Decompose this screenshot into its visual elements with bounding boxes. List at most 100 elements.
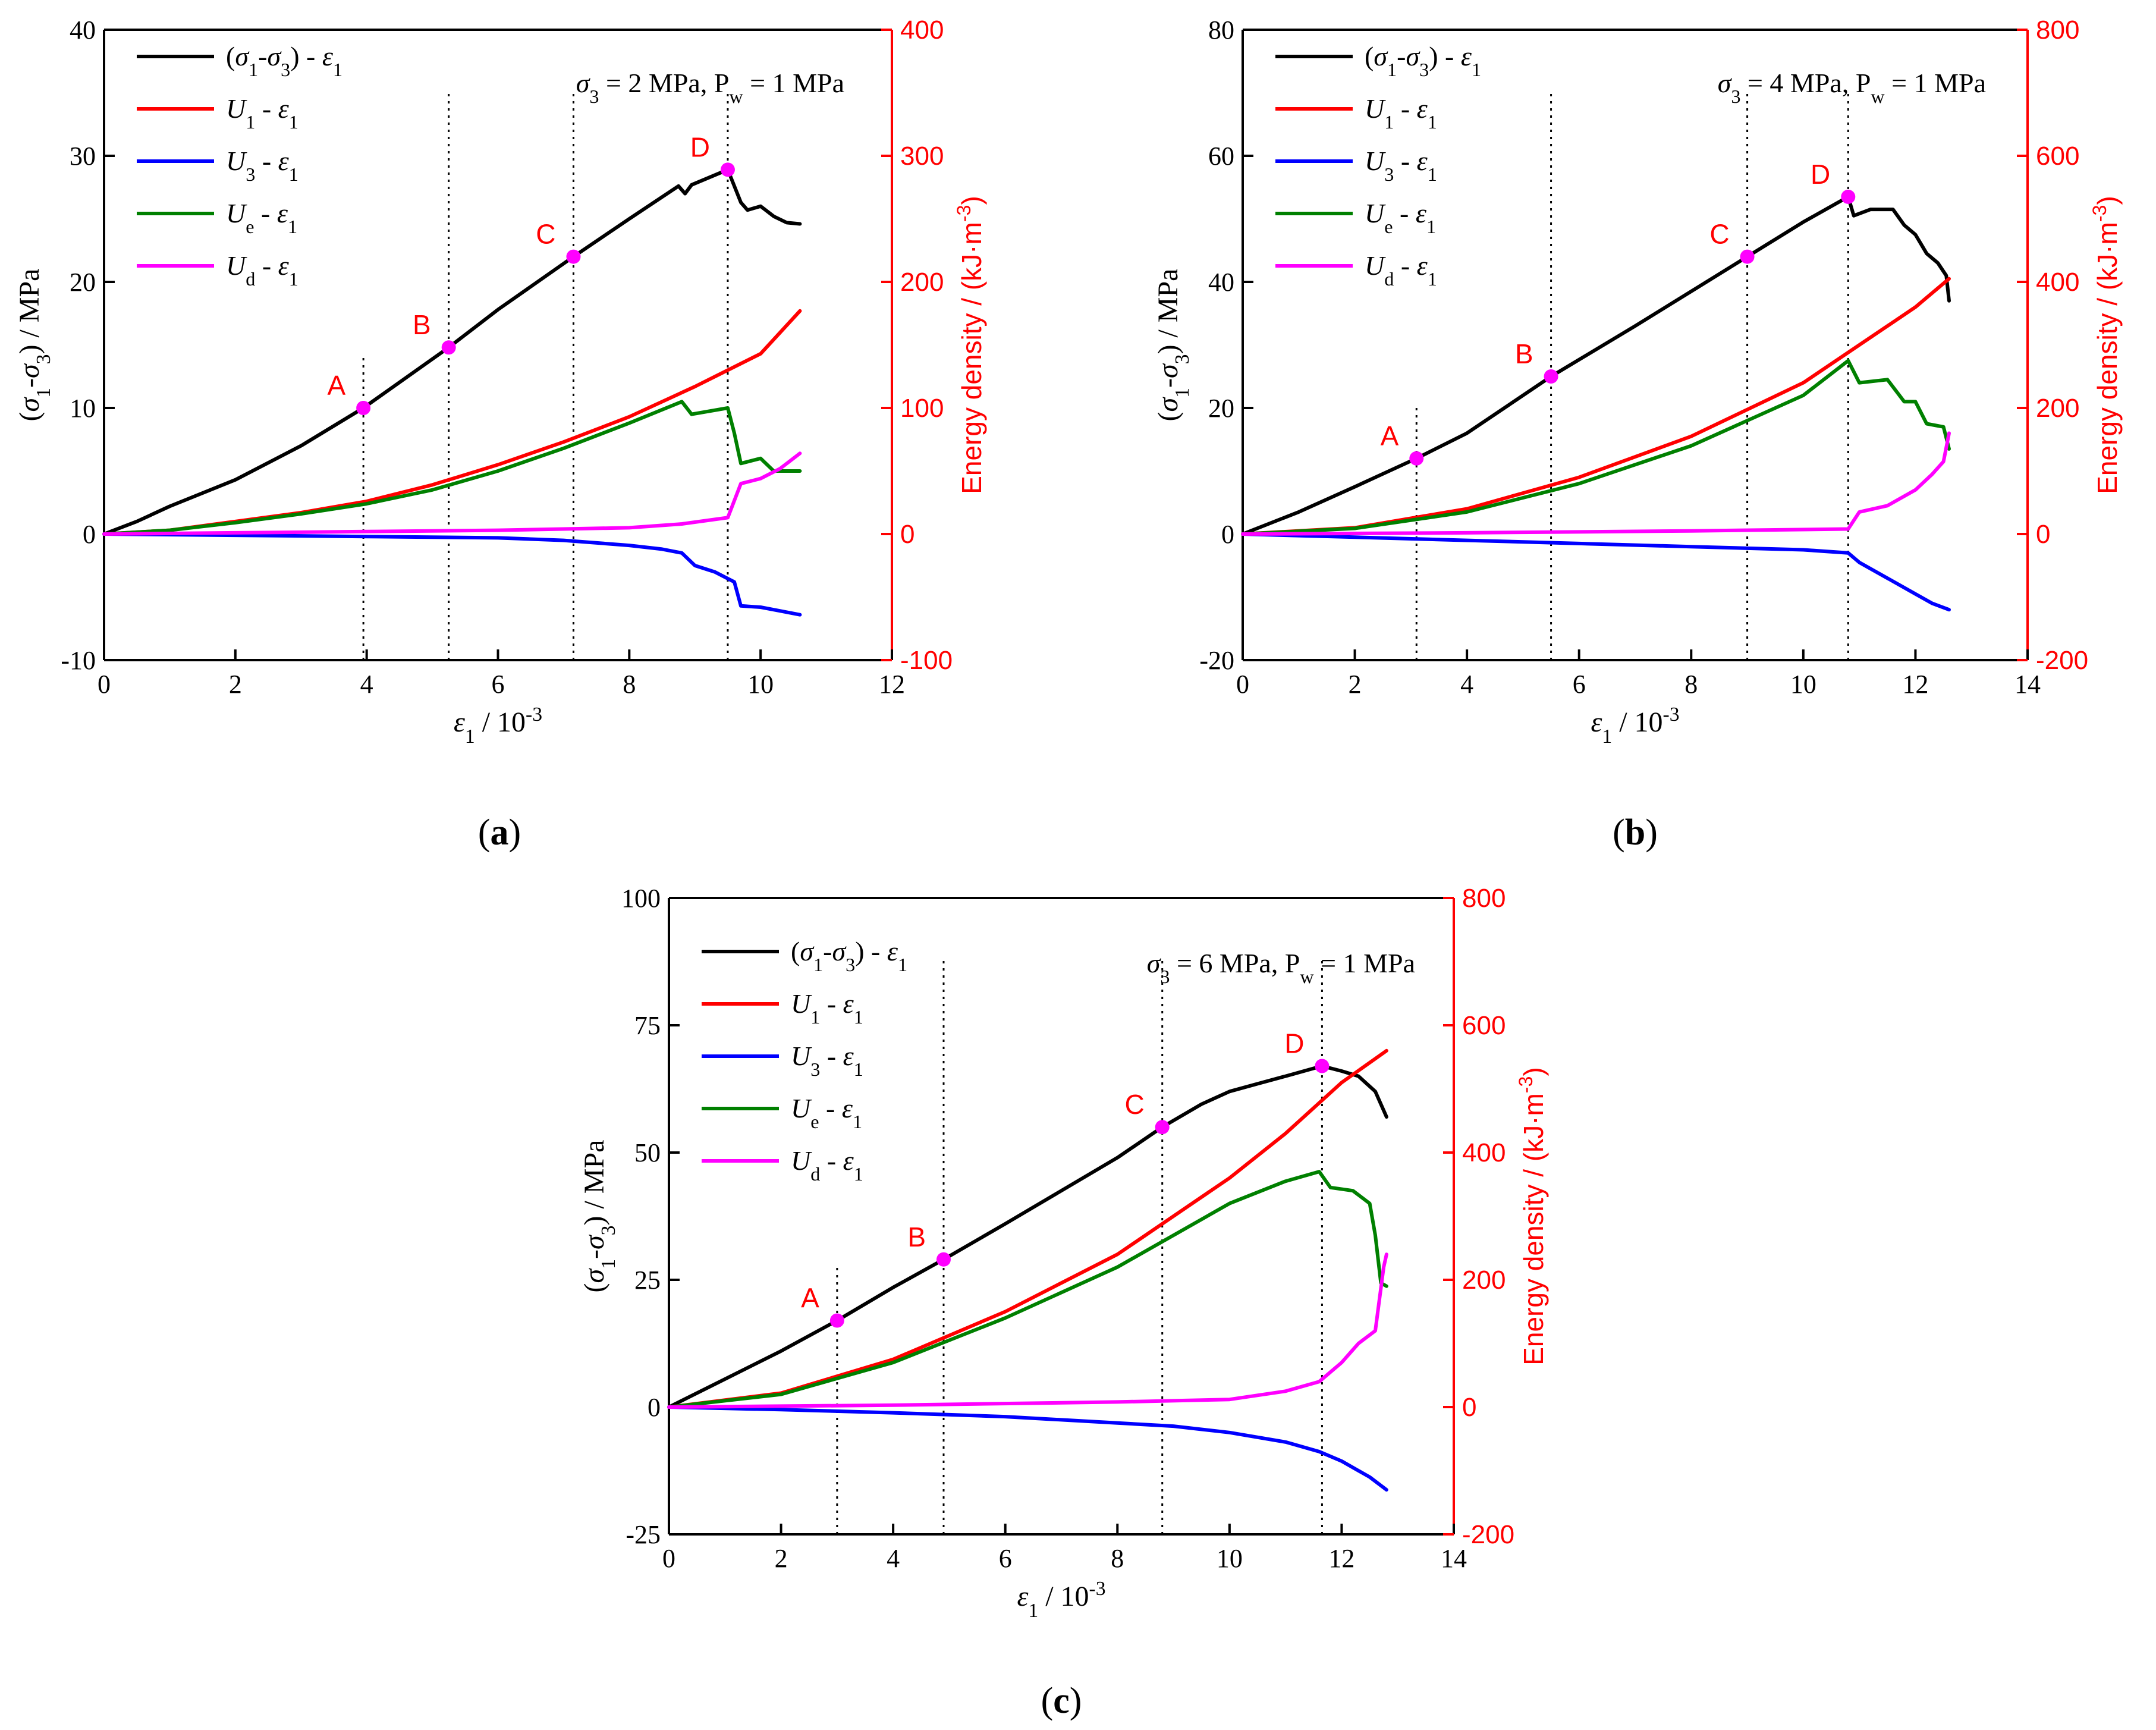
y-tick-label: 0	[83, 520, 96, 549]
y2-tick-label: -200	[2036, 646, 2088, 675]
marker-point-b	[1544, 369, 1558, 384]
y-axis-title-right: Energy density / (kJ·m-3)	[1515, 1067, 1549, 1365]
y-tick-label: 60	[1208, 142, 1234, 171]
y2-tick-label: 200	[1462, 1266, 1506, 1295]
legend-label-U1: U1 - ε1	[1365, 93, 1437, 133]
x-tick-label: 4	[887, 1544, 900, 1573]
y-tick-label: 25	[634, 1266, 661, 1295]
chart-panel-b: 0 2 4 6 8 10 12 14-20020406080-2000200400600800…	[1152, 15, 2123, 853]
y-tick-label: 0	[1221, 520, 1234, 549]
y2-tick-label: 200	[2036, 394, 2079, 423]
x-tick-label: 2	[229, 670, 242, 699]
legend-label-U1: U1 - ε1	[226, 93, 298, 133]
panel-label: (a)	[478, 812, 521, 853]
series-Ue-line	[1241, 359, 1951, 536]
y2-tick-label: 600	[1462, 1011, 1506, 1040]
marker-point-a	[1409, 451, 1424, 466]
x-tick-label: 12	[879, 670, 905, 699]
y-tick-label: 40	[1208, 268, 1234, 297]
y-axis-title-left: (σ1-σ3) / MPa	[14, 269, 55, 422]
series-Ud-line	[667, 1252, 1388, 1409]
y-tick-label: 100	[621, 884, 661, 913]
x-tick-label: 12	[1328, 1544, 1354, 1573]
y-tick-label: 75	[634, 1011, 661, 1040]
x-tick-label: 0	[98, 670, 111, 699]
marker-label-c: C	[1709, 219, 1729, 250]
marker-point-b	[936, 1252, 951, 1267]
y-tick-label: 10	[70, 394, 96, 423]
y-tick-label: 80	[1208, 15, 1234, 45]
chart-panel-a: 0 2 4 6 8 10 12-10010203040-1000100200300400ε1…	[14, 15, 987, 853]
legend-label-Ud: Ud - ε1	[1365, 250, 1437, 290]
y-axis-title-left: (σ1-σ3) / MPa	[579, 1140, 620, 1293]
marker-label-b: B	[1515, 338, 1533, 369]
marker-point-c	[566, 249, 581, 264]
y2-tick-label: 400	[900, 15, 944, 45]
marker-label-b: B	[907, 1222, 926, 1252]
legend-label-U3: U3 - ε1	[226, 146, 298, 185]
legend-label-stress: (σ1-σ3) - ε1	[1365, 41, 1481, 80]
legend: (σ1-σ3) - ε1 U1 - ε1 U3 - ε1 Ue - ε1 Ud - ε1	[702, 936, 907, 1185]
series-Ue-line	[102, 400, 802, 536]
x-tick-label: 4	[1460, 670, 1473, 699]
marker-point-a	[356, 401, 371, 415]
x-tick-label: 14	[1441, 1544, 1467, 1573]
marker-point-d	[720, 162, 735, 177]
legend-label-stress: (σ1-σ3) - ε1	[791, 936, 907, 975]
x-tick-label: 0	[1236, 670, 1249, 699]
x-axis-title: ε1 / 10-3	[1591, 704, 1679, 748]
series-U1-line	[1241, 277, 1951, 536]
y-tick-label: -20	[1199, 646, 1234, 675]
legend-label-U1: U1 - ε1	[791, 988, 863, 1028]
y2-tick-label: 300	[900, 142, 944, 171]
y-tick-label: 0	[648, 1393, 661, 1422]
y2-tick-label: -200	[1462, 1520, 1514, 1549]
legend: (σ1-σ3) - ε1 U1 - ε1 U3 - ε1 Ue - ε1 Ud - ε1	[1275, 41, 1481, 290]
marker-point-d	[1841, 189, 1856, 204]
series-stress-line	[102, 168, 802, 536]
x-tick-label: 6	[492, 670, 505, 699]
y2-tick-label: 0	[1462, 1393, 1476, 1422]
series-Ud-line	[102, 451, 802, 536]
series-Ue-line	[667, 1170, 1388, 1409]
marker-point-d	[1315, 1059, 1330, 1073]
x-tick-label: 14	[2014, 670, 2041, 699]
y2-tick-label: 0	[2036, 520, 2050, 549]
marker-point-a	[829, 1313, 844, 1328]
y-tick-label: -25	[626, 1520, 661, 1549]
marker-label-c: C	[536, 219, 555, 250]
x-tick-label: 8	[623, 670, 636, 699]
legend-label-Ue: Ue - ε1	[791, 1093, 862, 1132]
legend-label-stress: (σ1-σ3) - ε1	[226, 41, 342, 80]
panel-label: (c)	[1041, 1681, 1082, 1721]
condition-annotation: σ3 = 2 MPa, Pw = 1 MPa	[576, 68, 844, 107]
legend-label-U3: U3 - ε1	[791, 1041, 863, 1080]
x-tick-label: 8	[1684, 670, 1698, 699]
marker-label-c: C	[1124, 1089, 1144, 1120]
marker-point-c	[1155, 1120, 1170, 1135]
marker-label-d: D	[690, 131, 710, 162]
marker-label-a: A	[1381, 420, 1399, 451]
x-axis-title: ε1 / 10-3	[1017, 1578, 1105, 1622]
marker-label-a: A	[801, 1282, 819, 1313]
x-tick-label: 12	[1902, 670, 1928, 699]
series-U3-line	[102, 532, 802, 617]
y-tick-label: 40	[70, 15, 96, 45]
y2-tick-label: 800	[1462, 884, 1506, 913]
panel-label: (b)	[1613, 812, 1658, 853]
condition-annotation: σ3 = 4 MPa, Pw = 1 MPa	[1718, 68, 1986, 107]
legend-label-Ue: Ue - ε1	[226, 198, 297, 237]
y2-tick-label: 400	[1462, 1138, 1506, 1167]
x-tick-label: 2	[1349, 670, 1362, 699]
x-tick-label: 6	[1573, 670, 1586, 699]
x-tick-label: 0	[662, 1544, 675, 1573]
y-tick-label: 20	[1208, 394, 1234, 423]
panels-root: 0 2 4 6 8 10 12-10010203040-1000100200300400ε1…	[14, 15, 2123, 1721]
series-stress-line	[1241, 194, 1951, 536]
y-tick-label: 30	[70, 142, 96, 171]
marker-label-d: D	[1284, 1028, 1304, 1059]
x-tick-label: 6	[999, 1544, 1012, 1573]
marker-label-b: B	[413, 309, 431, 340]
y2-tick-label: 400	[2036, 268, 2079, 297]
